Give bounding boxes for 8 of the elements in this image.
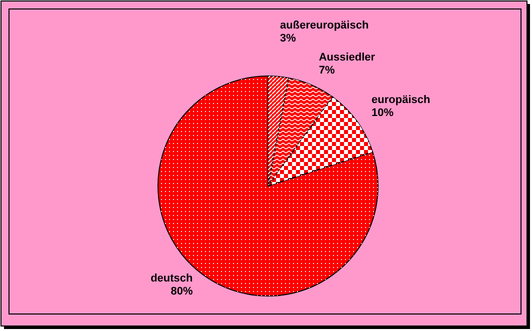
data-label: 80% <box>170 286 193 298</box>
slice-label: deutsch <box>150 272 194 285</box>
slice-label: außereuropäisch <box>280 20 369 32</box>
slice-label: Aussiedler <box>318 52 376 64</box>
data-label: 10% <box>372 106 394 119</box>
data-label: 3% <box>280 32 296 45</box>
data-label: 7% <box>318 64 335 77</box>
slice-label: europäisch <box>372 94 431 106</box>
